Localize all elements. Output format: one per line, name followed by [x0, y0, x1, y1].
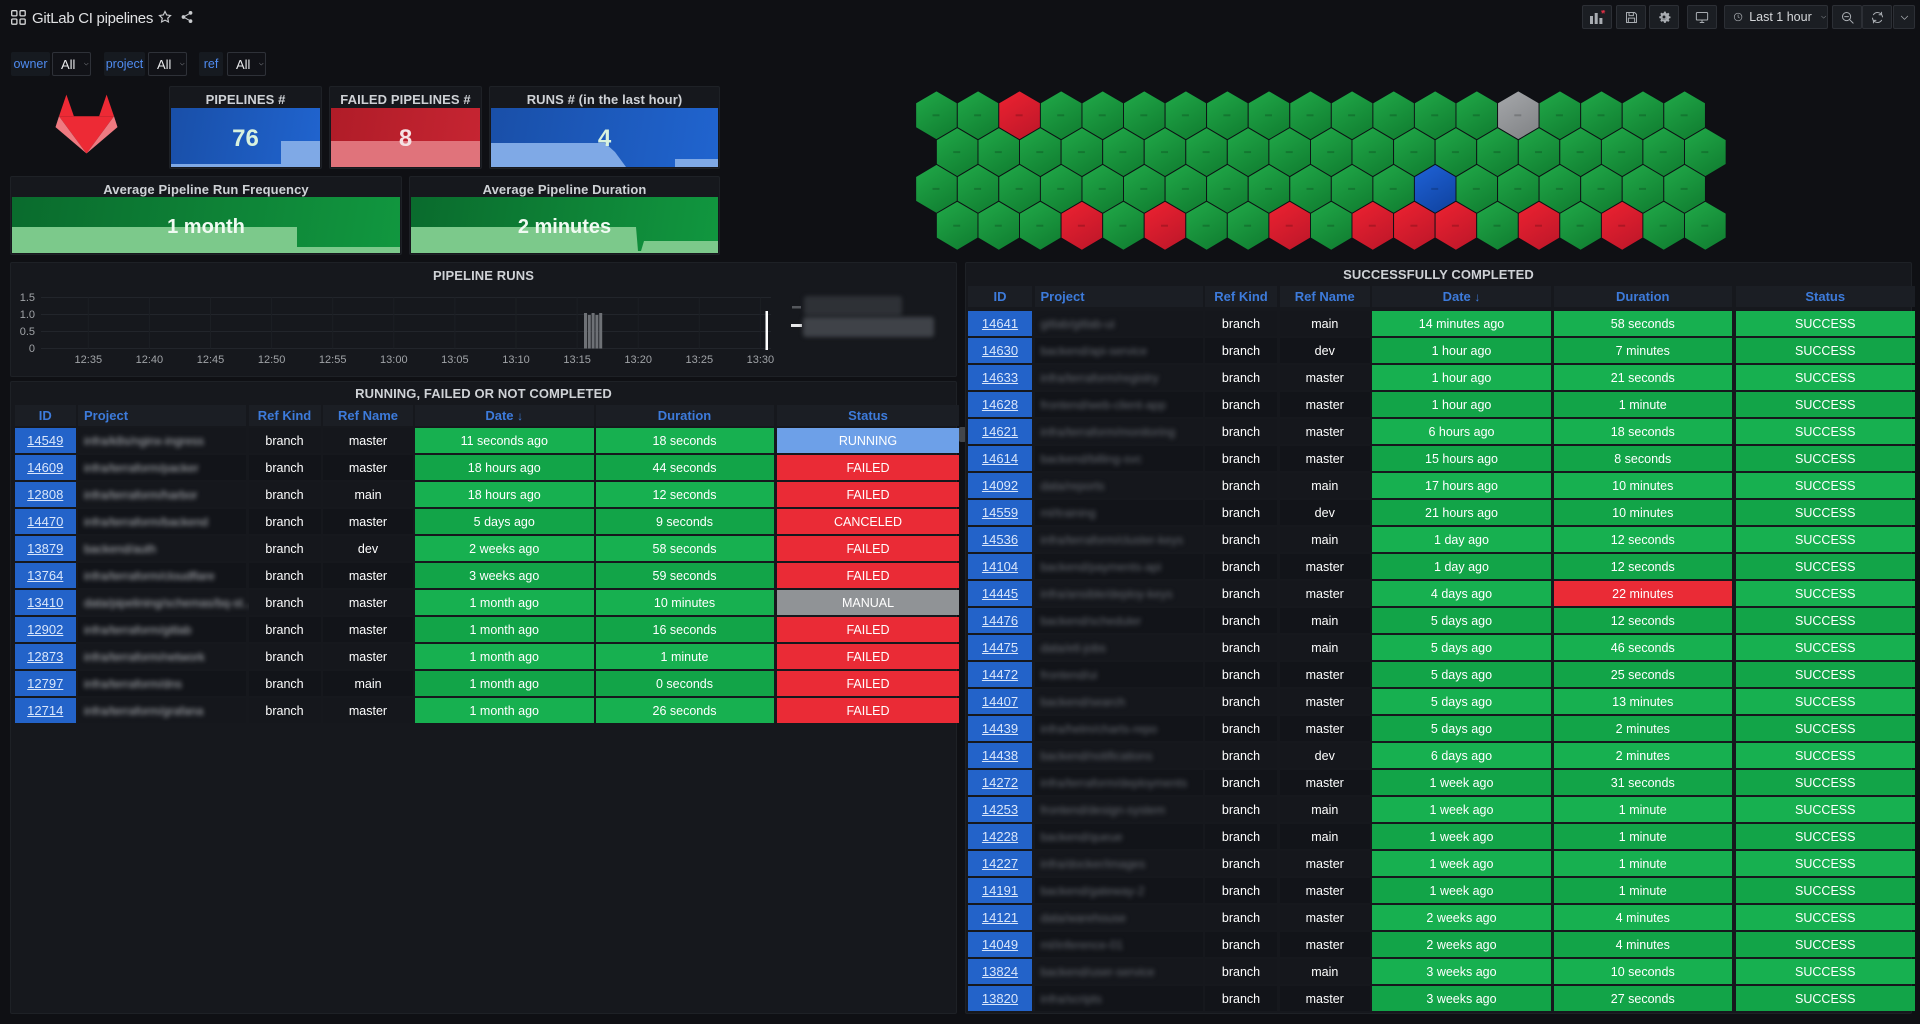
- svg-text:0: 0: [29, 343, 35, 355]
- svg-text:0.5: 0.5: [20, 326, 35, 338]
- svg-text:12:40: 12:40: [136, 354, 164, 366]
- svg-text:13:25: 13:25: [686, 354, 714, 366]
- svg-text:12:50: 12:50: [258, 354, 286, 366]
- svg-text:13:00: 13:00: [380, 354, 408, 366]
- svg-text:13:30: 13:30: [747, 354, 775, 366]
- svg-text:1.5: 1.5: [20, 292, 35, 304]
- svg-text:13:05: 13:05: [441, 354, 469, 366]
- svg-text:1.0: 1.0: [20, 309, 35, 321]
- svg-text:12:35: 12:35: [75, 354, 103, 366]
- svg-text:*: *: [1601, 10, 1606, 20]
- svg-text:13:10: 13:10: [502, 354, 530, 366]
- svg-text:12:45: 12:45: [197, 354, 225, 366]
- svg-text:12:55: 12:55: [319, 354, 347, 366]
- svg-text:13:15: 13:15: [563, 354, 591, 366]
- svg-text:13:20: 13:20: [624, 354, 652, 366]
